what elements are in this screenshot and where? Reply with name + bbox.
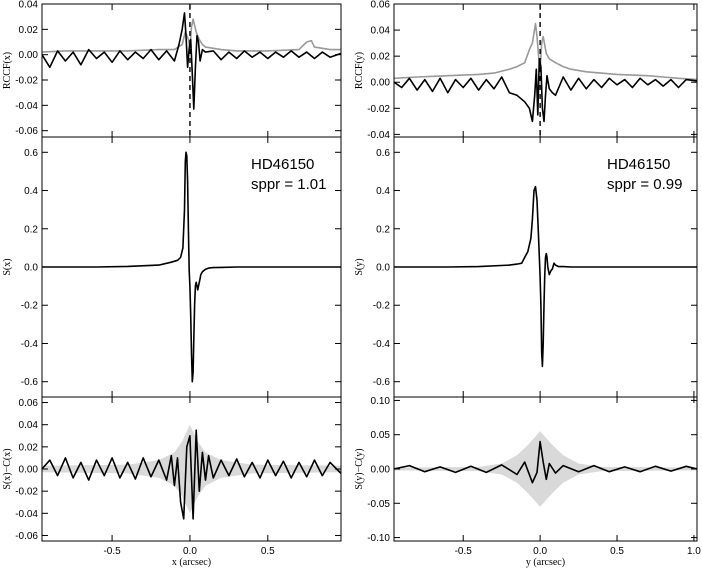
- series-line-black: [394, 57, 697, 123]
- y-tick-label: -0.05: [367, 499, 390, 510]
- y-tick-label: -0.6: [373, 377, 391, 388]
- y-axis-title: RCCF(x): [2, 52, 13, 89]
- y-tick-label: -0.04: [15, 509, 38, 520]
- y-tick-label: 0.4: [376, 186, 390, 197]
- plot-frame: [393, 3, 698, 138]
- y-axis-title: S(y)−C(y): [354, 448, 365, 489]
- y-tick-label: 0.04: [19, 0, 39, 11]
- x-tick-label: -0.5: [103, 546, 121, 557]
- y-tick-label: 0.6: [24, 148, 38, 159]
- series-line-black: [42, 12, 341, 110]
- y-tick-label: 0.06: [371, 0, 391, 11]
- y-axis-title: S(x): [2, 258, 13, 275]
- y-tick-label: 0.00: [19, 465, 39, 476]
- y-tick-label: 0.06: [19, 398, 39, 409]
- y-tick-label: -0.02: [15, 487, 38, 498]
- y-tick-label: 0.0: [376, 263, 390, 274]
- x-tick-label: 0.5: [261, 546, 275, 557]
- y-tick-label: 0.02: [19, 25, 39, 36]
- y-axis-title: RCCF(y): [354, 52, 365, 89]
- x-tick-label: 1.0: [687, 546, 701, 557]
- y-axis-title: S(x)−C(x): [2, 448, 13, 489]
- y-tick-label: 0.05: [371, 430, 391, 441]
- series-line-black: [394, 440, 697, 484]
- y-tick-label: 0.02: [371, 52, 391, 63]
- y-tick-label: -0.4: [21, 339, 39, 350]
- y-tick-label: 0.4: [24, 186, 38, 197]
- sppr-label: sppr = 1.01: [251, 176, 326, 193]
- y-tick-label: -0.10: [367, 533, 390, 544]
- y-tick-label: 0.0: [24, 263, 38, 274]
- series-line-black: [42, 151, 341, 383]
- x-axis-title: x (arcsec): [172, 557, 211, 568]
- x-tick-label: 0.0: [533, 546, 547, 557]
- y-tick-label: 0.00: [19, 50, 39, 61]
- sppr-label: sppr = 0.99: [607, 176, 682, 193]
- uncertainty-band: [394, 431, 697, 507]
- y-axis-title: S(y): [354, 258, 365, 275]
- panel-resid-x: -0.06 -0.04 -0.02 0.00 0.02 0.04 0.06 -0.5 0.0 0.…: [2, 396, 342, 568]
- y-tick-label: -0.04: [367, 130, 390, 141]
- panel-resid-y: -0.10 -0.05 0.00 0.05 0.10 -0.5 0.0 0.5 1.0 S(y)−…: [354, 396, 701, 568]
- y-tick-label: 0.2: [24, 224, 38, 235]
- y-tick-label: 0.04: [371, 26, 391, 37]
- y-tick-label: -0.2: [373, 301, 391, 312]
- panel-rccf-y: -0.04 -0.02 0.00 0.02 0.04 0.06 RCCF(y): [354, 0, 698, 141]
- panel-s-y: -0.6 -0.4 -0.2 0.0 0.2 0.4 0.6 S(y) HD46150 sppr …: [354, 136, 698, 398]
- star-name-label: HD46150: [607, 156, 670, 173]
- panel-rccf-x: -0.06 -0.04 -0.02 0.00 0.02 0.04 RCCF(x): [2, 0, 342, 138]
- y-tick-label: -0.6: [21, 377, 39, 388]
- y-tick-label: 0.00: [371, 78, 391, 89]
- y-tick-label: 0.6: [376, 148, 390, 159]
- series-line-black: [42, 429, 341, 520]
- y-tick-label: -0.06: [15, 531, 38, 542]
- series-line-gray: [394, 22, 697, 81]
- x-axis-title: y (arcsec): [526, 557, 565, 568]
- y-tick-label: -0.06: [15, 126, 38, 137]
- x-tick-label: -0.5: [455, 546, 473, 557]
- star-name-label: HD46150: [251, 156, 314, 173]
- x-tick-label: 0.0: [183, 546, 197, 557]
- y-tick-label: -0.02: [367, 104, 390, 115]
- y-tick-label: 0.04: [19, 420, 39, 431]
- series-line-black: [394, 185, 697, 368]
- y-tick-label: -0.4: [373, 339, 391, 350]
- y-tick-label: 0.00: [371, 465, 391, 476]
- panel-s-x: -0.6 -0.4 -0.2 0.0 0.2 0.4 0.6 S(x) HD46150 sppr …: [2, 136, 342, 398]
- y-tick-label: 0.02: [19, 442, 39, 453]
- y-tick-label: -0.04: [15, 101, 38, 112]
- y-tick-label: 0.10: [371, 396, 391, 407]
- x-tick-label: 0.5: [610, 546, 624, 557]
- y-tick-label: -0.2: [21, 301, 39, 312]
- y-tick-label: 0.2: [376, 224, 390, 235]
- y-tick-label: -0.02: [15, 76, 38, 87]
